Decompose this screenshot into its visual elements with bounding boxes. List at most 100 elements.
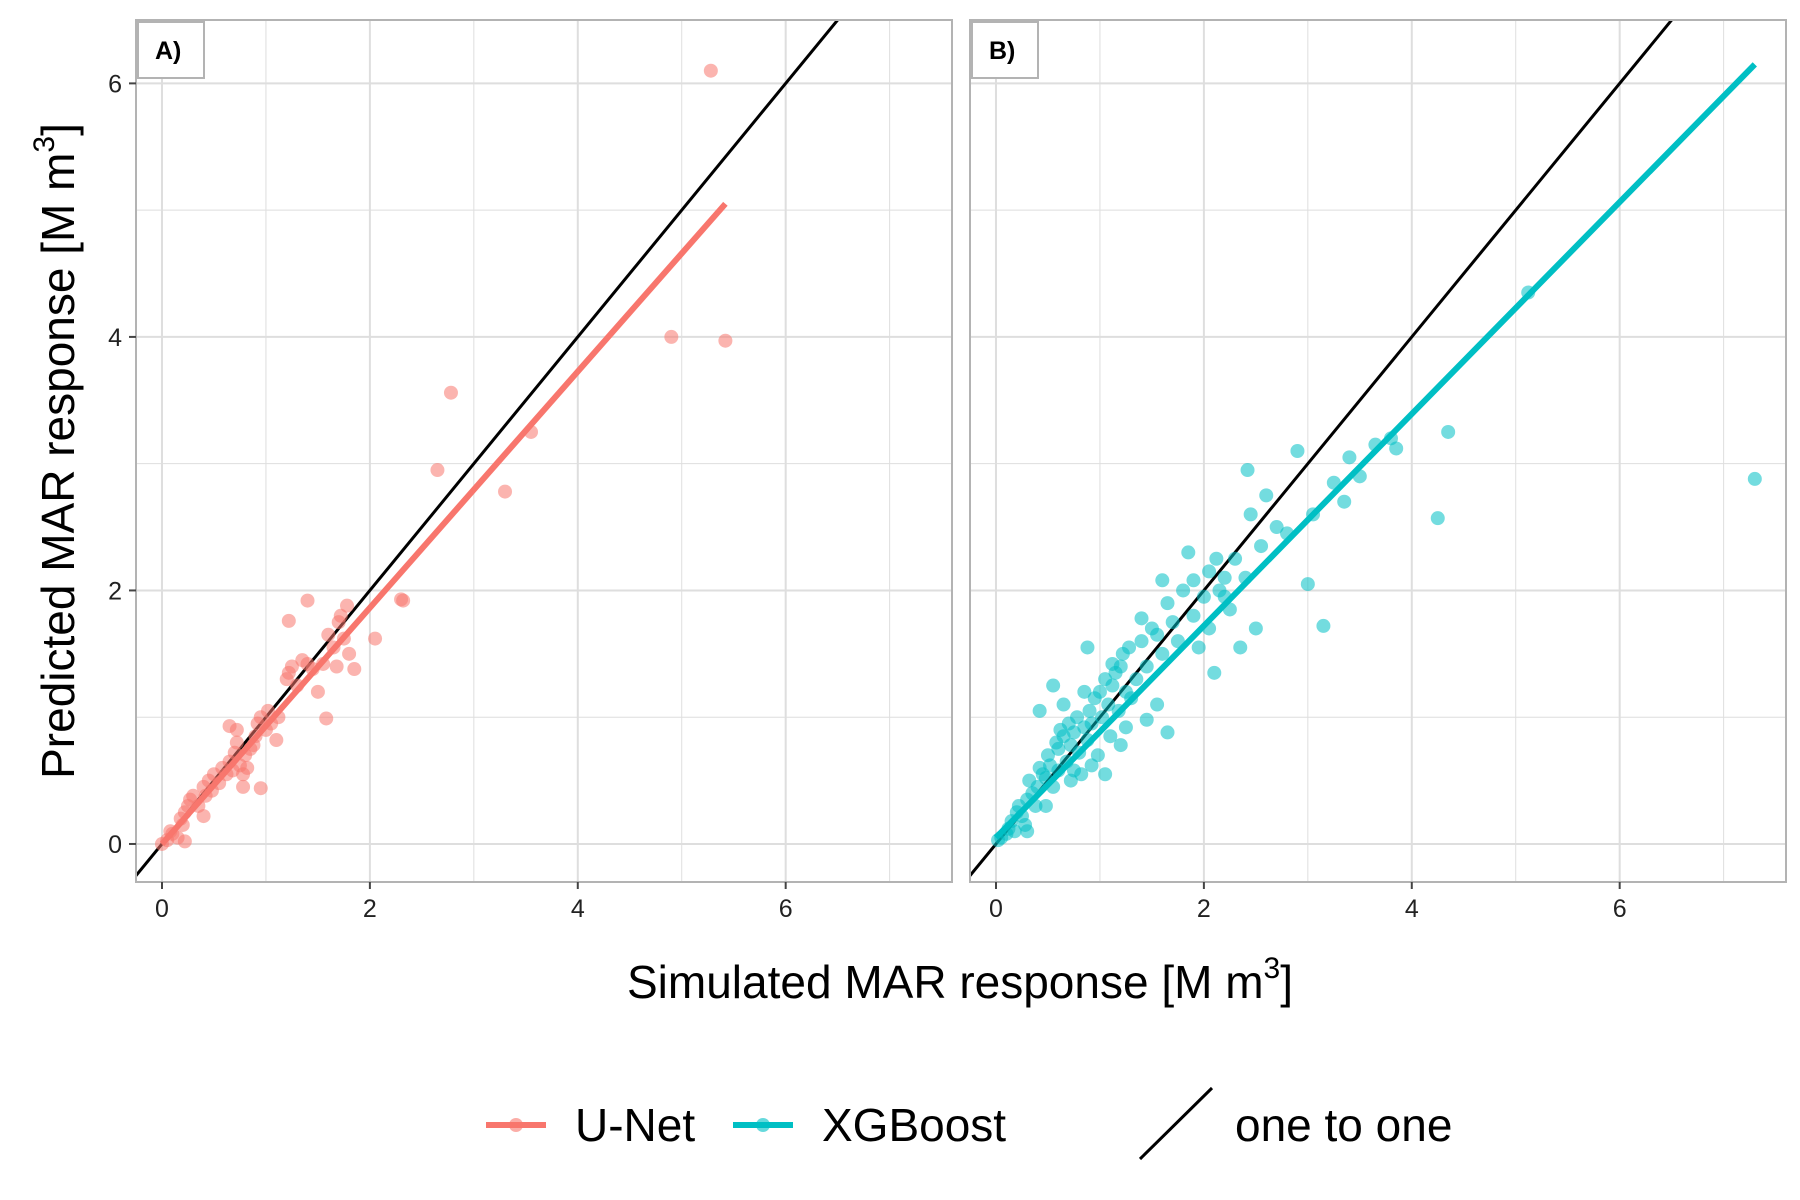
panel-a-data-point bbox=[281, 613, 296, 628]
panel-a-data-point bbox=[329, 659, 344, 674]
panel-b-data-point bbox=[1209, 551, 1224, 566]
panel-b-data-point bbox=[1196, 589, 1211, 604]
panel-a-data-point bbox=[718, 333, 733, 348]
panel-b-tag-box bbox=[971, 21, 1039, 79]
panel-b-data-point bbox=[1186, 608, 1201, 623]
panel-a-data-point bbox=[321, 627, 336, 642]
panel-a-data-point bbox=[310, 684, 325, 699]
panel-a-data-point bbox=[347, 662, 362, 677]
panel-b-data-point bbox=[1122, 640, 1137, 655]
panel-a-data-point bbox=[229, 735, 244, 750]
panel-a-data-point bbox=[284, 659, 299, 674]
panel-a-regression-line bbox=[159, 201, 728, 846]
panel-b-data-point bbox=[1129, 672, 1144, 687]
panel-a-border bbox=[135, 19, 953, 883]
panel-a-data-point bbox=[703, 63, 718, 78]
panel-b-data-point bbox=[1084, 758, 1099, 773]
panel-b-data-point bbox=[1217, 570, 1232, 585]
panel-b-data-point bbox=[1103, 729, 1118, 744]
panel-a-x-tick-label: 6 bbox=[779, 895, 793, 923]
panel-b-data-point bbox=[1038, 798, 1053, 813]
legend-item-unet: U-Net bbox=[486, 1099, 695, 1151]
panel-a-data-point bbox=[196, 809, 211, 824]
panel-a-data-point bbox=[177, 834, 192, 849]
legend-item-xgboost: XGBoost bbox=[733, 1099, 1006, 1151]
panel-b-data-point bbox=[1105, 656, 1120, 671]
panel-b-data-point bbox=[1051, 741, 1066, 756]
panel-b-data-point bbox=[1316, 618, 1331, 633]
panel-a-tag: A) bbox=[155, 37, 181, 65]
panel-b-data-point bbox=[1070, 710, 1085, 725]
panel-b-data-point bbox=[1269, 520, 1284, 535]
panel-b-xgboost: B) 0 2 4 6 bbox=[969, 19, 1787, 923]
panel-b-x-tick-label: 4 bbox=[1405, 895, 1419, 923]
panel-b-data-point bbox=[1134, 611, 1149, 626]
panel-b-data-point bbox=[1441, 424, 1456, 439]
panel-a-data-point bbox=[396, 593, 411, 608]
panel-b-points bbox=[991, 285, 1762, 848]
panel-b-data-point bbox=[1233, 640, 1248, 655]
panel-b-data-point bbox=[1113, 738, 1128, 753]
panel-b-data-point bbox=[1056, 697, 1071, 712]
panel-b-data-point bbox=[1066, 763, 1081, 778]
panel-a-y-tick-label: 2 bbox=[108, 577, 122, 605]
panel-a-unet: A) 0 2 4 6 0 2 4 6 bbox=[108, 19, 953, 923]
legend-key-one-to-one bbox=[1138, 1086, 1214, 1161]
panel-b-data-point bbox=[1228, 551, 1243, 566]
panel-b-data-point bbox=[1207, 665, 1222, 680]
panel-a-x-tick-label: 4 bbox=[571, 895, 585, 923]
panel-b-data-point bbox=[1105, 678, 1120, 693]
legend-item-one-to-one: one to one bbox=[1138, 1086, 1452, 1161]
panel-b-data-point bbox=[1243, 507, 1258, 522]
panel-a-data-point bbox=[229, 722, 244, 737]
panel-b-data-point bbox=[1046, 678, 1061, 693]
panel-b-data-point bbox=[1139, 712, 1154, 727]
panel-b-data-point bbox=[1084, 716, 1099, 731]
panel-b-data-point bbox=[1165, 615, 1180, 630]
panel-a-data-point bbox=[443, 385, 458, 400]
legend-label-one-to-one: one to one bbox=[1235, 1099, 1452, 1151]
panel-b-data-point bbox=[1747, 471, 1762, 486]
panel-b-data-point bbox=[1155, 646, 1170, 661]
panel-b-data-point bbox=[1118, 720, 1133, 735]
y-axis-title: Predicted MAR response [M m3] bbox=[28, 123, 84, 779]
legend-label-unet: U-Net bbox=[575, 1099, 695, 1151]
panel-b-tag: B) bbox=[989, 37, 1015, 65]
panel-a-data-point bbox=[664, 329, 679, 344]
panel-a-tag-box bbox=[137, 21, 205, 79]
panel-b-data-point bbox=[1290, 444, 1305, 458]
panel-a-data-point bbox=[430, 463, 445, 478]
panel-b-data-point bbox=[1007, 824, 1022, 839]
legend-key-unet-point bbox=[509, 1118, 523, 1132]
panel-a-y-tick-label: 4 bbox=[108, 324, 122, 352]
panel-b-data-point bbox=[1202, 564, 1217, 579]
panel-b-data-point bbox=[1098, 767, 1113, 782]
panel-b-gridlines bbox=[970, 20, 1786, 882]
panel-b-data-point bbox=[1139, 659, 1154, 674]
panel-b-data-point bbox=[1155, 573, 1170, 588]
panel-b-data-point bbox=[1082, 703, 1097, 718]
panel-b-x-tick-label: 0 bbox=[989, 895, 1003, 923]
panel-a-data-point bbox=[236, 779, 251, 794]
panel-a-fit-line bbox=[159, 201, 728, 846]
panel-b-data-point bbox=[1186, 573, 1201, 588]
panel-b-data-point bbox=[1092, 684, 1107, 699]
panel-b-fit-line bbox=[993, 62, 1757, 840]
panel-b-x-tick-label: 2 bbox=[1197, 895, 1211, 923]
panel-a-one-to-one-line bbox=[136, 20, 840, 879]
panel-b-data-point bbox=[1032, 703, 1047, 718]
panel-b-x-tick-label: 6 bbox=[1613, 895, 1627, 923]
panel-a-data-point bbox=[333, 608, 348, 623]
legend-label-xgboost: XGBoost bbox=[822, 1099, 1006, 1151]
panel-b-regression-line bbox=[993, 62, 1757, 840]
panel-b-data-point bbox=[1101, 697, 1116, 712]
panel-a-data-point bbox=[319, 711, 334, 726]
panel-b-data-point bbox=[1181, 545, 1196, 560]
panel-b-data-point bbox=[1240, 463, 1255, 478]
panel-b-data-point bbox=[1191, 640, 1206, 655]
panel-b-data-point bbox=[1020, 824, 1035, 839]
panel-a-y-tick-label: 6 bbox=[108, 70, 122, 98]
panel-b-data-point bbox=[1160, 596, 1175, 611]
panel-b-x-ticks: 0 2 4 6 bbox=[989, 882, 1627, 923]
panel-b-data-point bbox=[1300, 577, 1315, 592]
